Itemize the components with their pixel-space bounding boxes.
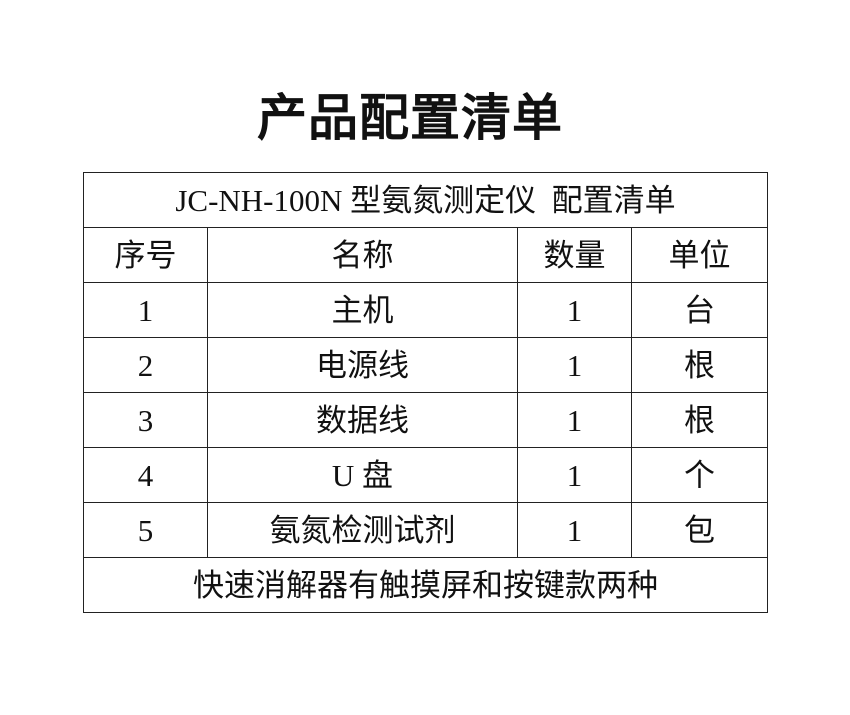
cell-index: 1 <box>83 282 208 338</box>
table-row: 5 氨氮检测试剂 1 包 <box>83 502 768 558</box>
cell-unit: 包 <box>631 502 768 558</box>
cell-name: U 盘 <box>207 447 518 503</box>
table-footer-note: 快速消解器有触摸屏和按键款两种 <box>83 557 768 613</box>
cell-quantity: 1 <box>517 392 632 448</box>
cell-name: 氨氮检测试剂 <box>207 502 518 558</box>
header-index: 序号 <box>83 227 208 283</box>
cell-quantity: 1 <box>517 337 632 393</box>
table-caption: JC-NH-100N 型氨氮测定仪 配置清单 <box>83 172 768 228</box>
cell-unit: 个 <box>631 447 768 503</box>
cell-unit: 台 <box>631 282 768 338</box>
header-name: 名称 <box>207 227 518 283</box>
table-row: 4 U 盘 1 个 <box>83 447 768 503</box>
cell-unit: 根 <box>631 337 768 393</box>
configuration-table: JC-NH-100N 型氨氮测定仪 配置清单 序号 名称 数量 单位 1 主机 … <box>83 172 768 613</box>
cell-name: 主机 <box>207 282 518 338</box>
cell-name: 数据线 <box>207 392 518 448</box>
cell-index: 5 <box>83 502 208 558</box>
page-title: 产品配置清单 <box>257 89 563 147</box>
cell-quantity: 1 <box>517 447 632 503</box>
cell-quantity: 1 <box>517 502 632 558</box>
table-row: 2 电源线 1 根 <box>83 337 768 393</box>
table-header-row: 序号 名称 数量 单位 <box>83 227 768 283</box>
cell-unit: 根 <box>631 392 768 448</box>
table-row: 1 主机 1 台 <box>83 282 768 338</box>
table-footer-row: 快速消解器有触摸屏和按键款两种 <box>83 557 768 613</box>
cell-index: 4 <box>83 447 208 503</box>
cell-index: 2 <box>83 337 208 393</box>
table-caption-row: JC-NH-100N 型氨氮测定仪 配置清单 <box>83 172 768 228</box>
header-quantity: 数量 <box>517 227 632 283</box>
cell-name: 电源线 <box>207 337 518 393</box>
cell-index: 3 <box>83 392 208 448</box>
header-unit: 单位 <box>631 227 768 283</box>
cell-quantity: 1 <box>517 282 632 338</box>
table-row: 3 数据线 1 根 <box>83 392 768 448</box>
